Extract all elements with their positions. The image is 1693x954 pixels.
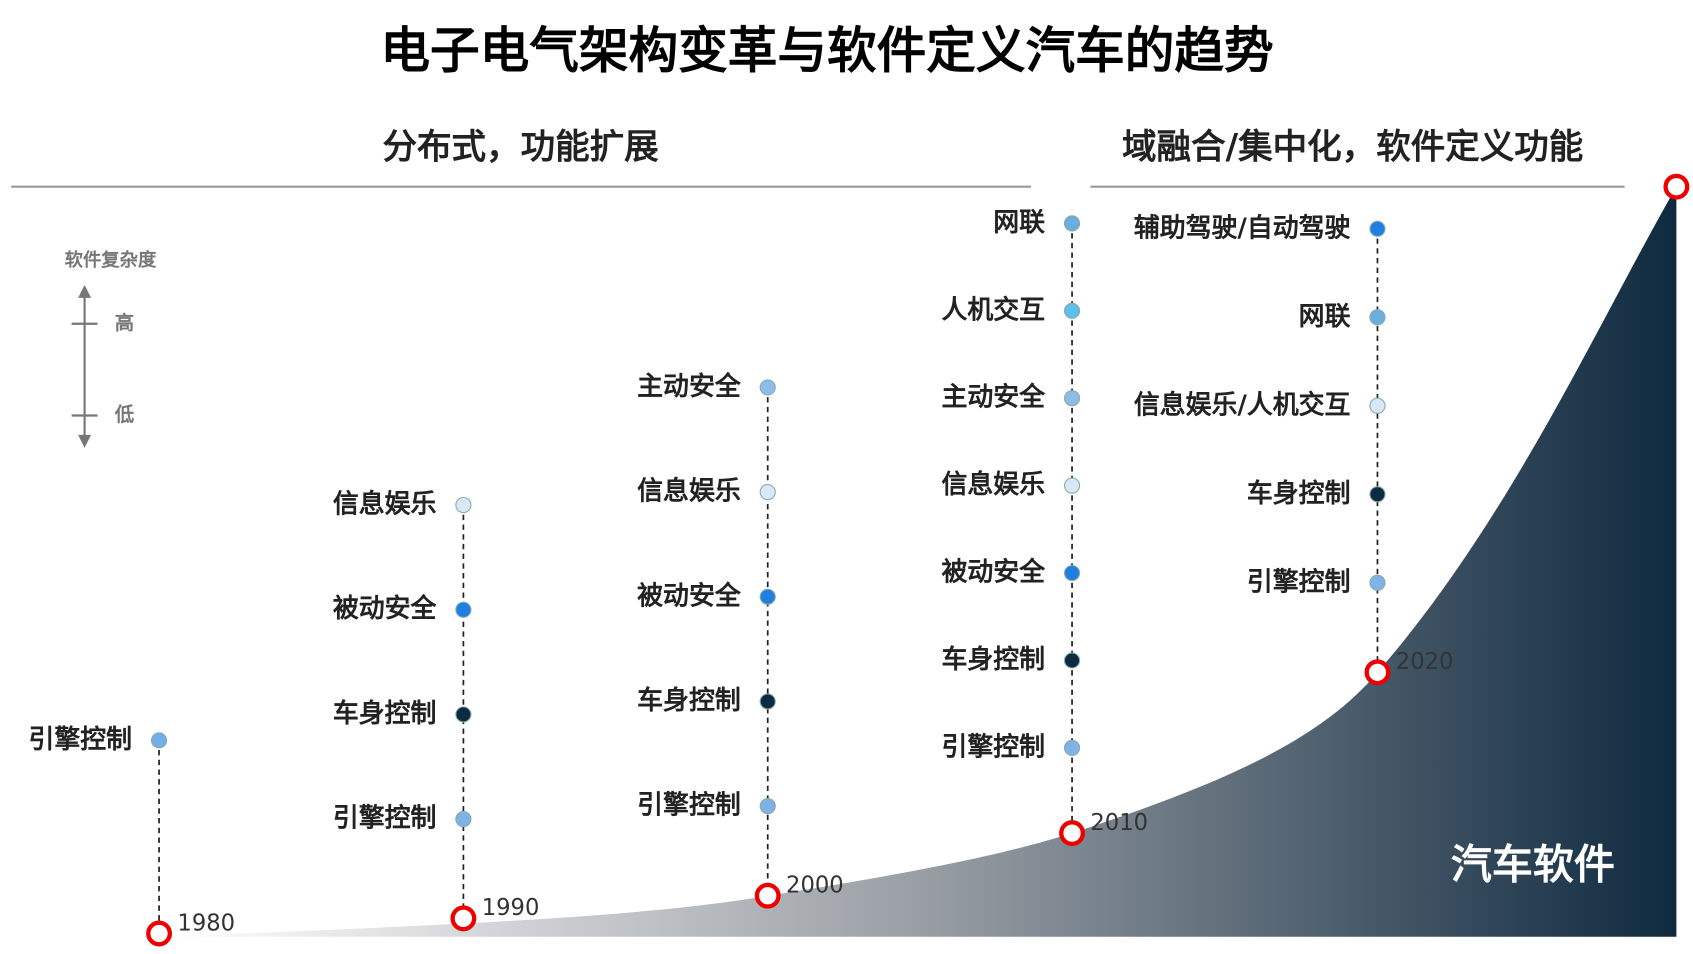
item-label: 被动安全 (637, 580, 742, 611)
year-label: 1990 (482, 895, 540, 921)
item-dot (1063, 215, 1081, 232)
item-dot (1063, 564, 1081, 582)
item-label: 车身控制 (1247, 478, 1351, 509)
item-dot (1369, 486, 1386, 503)
item-label: 车身控制 (333, 698, 437, 729)
item-dot (1063, 390, 1081, 407)
title: 电子电气架构变革与软件定义汽车的趋势 (380, 21, 1273, 79)
end-marker (1663, 173, 1690, 200)
item-label: 引擎控制 (942, 732, 1046, 762)
year-marker (146, 920, 173, 947)
item-label: 引擎控制 (333, 804, 437, 834)
section-title: 分布式，功能扩展 (383, 127, 660, 167)
legend-title: 软件复杂度 (65, 249, 157, 271)
item-label: 信息娱乐 (942, 469, 1046, 500)
timeline: 引擎控制1980信息娱乐被动安全车身控制引擎控制1990主动安全信息娱乐被动安全… (29, 208, 1454, 947)
item-label: 网联 (1299, 302, 1351, 332)
item-label: 信息娱乐 (637, 476, 741, 507)
item-dot (759, 379, 776, 396)
item-dot (1369, 574, 1386, 591)
item-dot (1063, 477, 1081, 494)
item-label: 被动安全 (942, 557, 1047, 588)
item-label: 主动安全 (942, 382, 1047, 413)
year-label: 2000 (786, 873, 844, 899)
software-area (159, 186, 1677, 937)
item-dot (1369, 309, 1386, 326)
item-dot (1369, 220, 1386, 237)
item-label: 车身控制 (942, 644, 1046, 675)
item-dot (455, 706, 472, 723)
year-label: 2010 (1090, 810, 1148, 836)
year-marker (1364, 659, 1391, 686)
section-title: 域融合/集中化，软件定义功能 (1122, 127, 1583, 167)
area-label: 汽车软件 (1451, 841, 1615, 889)
legend-high: 高 (115, 311, 134, 334)
item-label: 引擎控制 (1247, 567, 1351, 597)
item-dot (1063, 739, 1081, 756)
item-label: 主动安全 (637, 371, 742, 402)
item-label: 辅助驾驶/自动驾驶 (1134, 212, 1351, 243)
item-dot (1369, 397, 1386, 414)
item-dot (150, 732, 168, 749)
year-label: 2020 (1396, 649, 1454, 675)
item-dot (759, 484, 776, 501)
item-dot (455, 496, 472, 514)
item-label: 被动安全 (333, 593, 438, 624)
item-dot (759, 693, 776, 710)
item-dot (759, 588, 776, 605)
year-marker (1059, 820, 1085, 847)
item-label: 引擎控制 (637, 791, 741, 821)
item-dot (455, 601, 472, 618)
item-dot (455, 811, 472, 828)
year-label: 1980 (177, 910, 235, 936)
item-dot (759, 798, 776, 815)
year-marker (754, 882, 781, 909)
item-label: 车身控制 (637, 685, 741, 716)
item-label: 引擎控制 (29, 725, 133, 755)
item-label: 信息娱乐 (333, 489, 437, 520)
item-label: 人机交互 (942, 294, 1046, 325)
item-dot (1063, 652, 1081, 669)
item-label: 信息娱乐/人机交互 (1134, 389, 1351, 420)
legend-low: 低 (114, 403, 135, 426)
year-marker (450, 905, 477, 932)
item-label: 网联 (993, 208, 1045, 238)
item-dot (1063, 302, 1081, 319)
